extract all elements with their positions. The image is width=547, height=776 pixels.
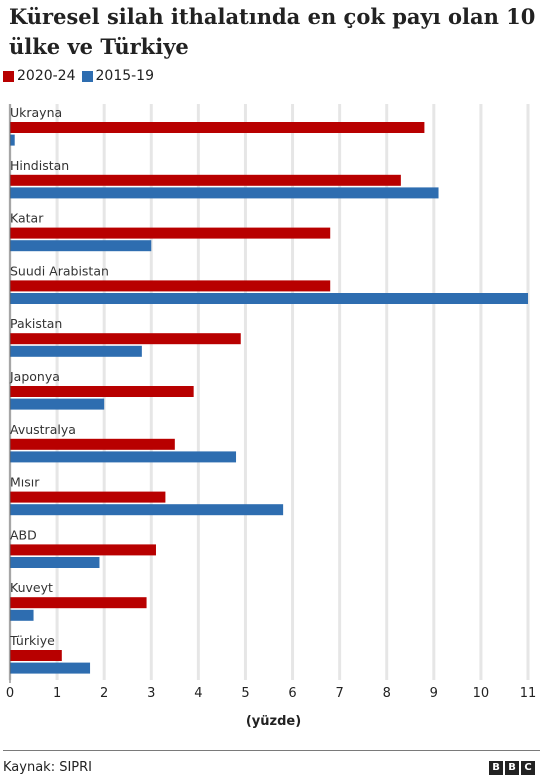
bar-2015-19-9 <box>10 609 34 621</box>
bar-2020-24-9 <box>10 597 147 609</box>
bar-2020-24-6 <box>10 438 175 450</box>
bar-2015-19-0 <box>10 134 15 146</box>
bar-2015-19-4 <box>10 345 142 357</box>
x-tick-label: 8 <box>383 686 391 701</box>
legend-swatch-2020-24 <box>3 70 14 82</box>
category-label: Avustralya <box>10 422 76 437</box>
x-tick-label: 0 <box>6 686 14 701</box>
chart-title: Küresel silah ithalatında en çok payı ol… <box>9 4 536 59</box>
legend-label-2020-24: 2020-24 <box>17 68 76 84</box>
x-tick-label: 7 <box>335 686 343 701</box>
x-tick-label: 10 <box>473 686 490 701</box>
bar-2015-19-10 <box>10 662 91 674</box>
category-label: Pakistan <box>10 316 62 331</box>
category-label: Türkiye <box>9 633 55 648</box>
bar-2015-19-3 <box>10 293 528 304</box>
bar-2020-24-2 <box>10 227 331 239</box>
bar-2015-19-6 <box>10 451 237 463</box>
legend: 2020-24 2015-19 <box>3 67 160 85</box>
bar-2015-19-8 <box>10 557 100 568</box>
category-label: Mısır <box>10 475 40 490</box>
bbc-logo-letter: C <box>521 761 535 775</box>
category-label: Katar <box>10 211 44 226</box>
category-label: Kuveyt <box>10 580 53 595</box>
bbc-logo: B B C <box>489 761 535 775</box>
legend-item-2020-24: 2020-24 <box>3 68 76 84</box>
category-label: ABD <box>10 527 37 542</box>
category-label: Suudi Arabistan <box>10 263 109 278</box>
legend-item-2015-19: 2015-19 <box>81 68 155 84</box>
x-axis-label: (yüzde) <box>245 714 302 729</box>
x-tick-label: 6 <box>288 686 296 701</box>
bbc-logo-letter: B <box>489 761 503 775</box>
x-tick-label: 4 <box>194 686 202 701</box>
bar-2015-19-2 <box>10 240 152 252</box>
bar-2020-24-5 <box>10 386 194 397</box>
bar-2020-24-7 <box>10 491 166 503</box>
category-label: Hindistan <box>10 158 69 173</box>
source-note: Kaynak: SIPRI <box>3 760 92 775</box>
legend-label-2015-19: 2015-19 <box>95 68 155 84</box>
bar-2020-24-0 <box>10 122 425 133</box>
bar-2020-24-8 <box>10 544 156 556</box>
bar-2015-19-7 <box>10 504 284 516</box>
x-tick-label: 9 <box>430 686 438 701</box>
bar-2015-19-1 <box>10 187 439 199</box>
category-label: Ukrayna <box>10 105 62 120</box>
bar-2020-24-1 <box>10 174 401 186</box>
bbc-logo-letter: B <box>505 761 519 775</box>
x-tick-label: 11 <box>520 686 537 701</box>
x-tick-label: 5 <box>241 686 249 701</box>
bar-2020-24-4 <box>10 333 241 345</box>
bar-2015-19-5 <box>10 398 105 410</box>
x-tick-label: 1 <box>53 686 61 701</box>
category-label: Japonya <box>9 369 60 384</box>
x-tick-label: 2 <box>100 686 108 701</box>
x-tick-label: 3 <box>147 686 155 701</box>
footer-divider <box>3 750 540 751</box>
bar-2020-24-10 <box>10 650 62 661</box>
legend-swatch-2015-19 <box>81 70 93 82</box>
bar-2020-24-3 <box>10 280 331 292</box>
